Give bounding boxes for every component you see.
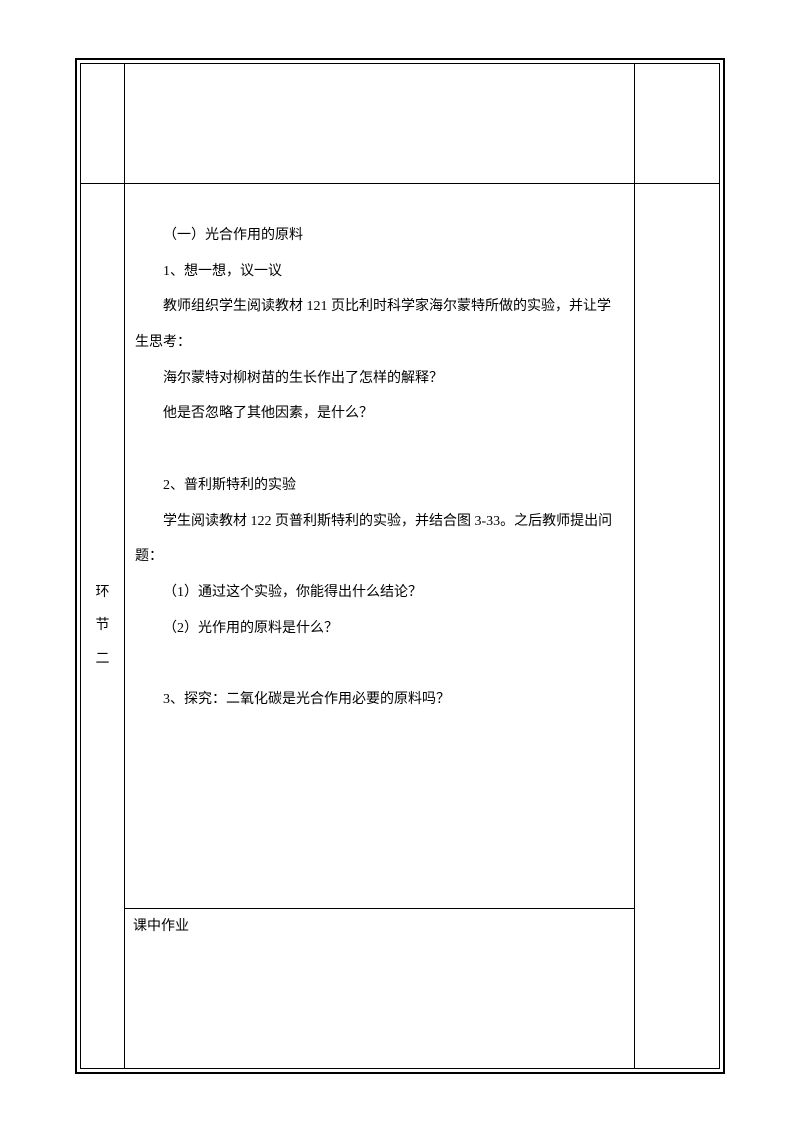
- top-row: [81, 64, 719, 184]
- content-area: （一）光合作用的原料 1、想一想，议一议 教师组织学生阅读教材 121 页比利时…: [125, 184, 634, 908]
- homework-cell: 课中作业: [125, 908, 634, 1068]
- section1-q1: 海尔蒙特对柳树苗的生长作出了怎样的解释？: [135, 361, 624, 397]
- top-left-cell: [81, 64, 125, 183]
- main-row: 环 节 二 （一）光合作用的原料 1、想一想，议一议 教师组织学生阅读教材 12…: [81, 184, 719, 1068]
- page: 环 节 二 （一）光合作用的原料 1、想一想，议一议 教师组织学生阅读教材 12…: [0, 0, 800, 1132]
- section2-p2: 学生阅读教材 122 页普利斯特利的实验，并结合图 3-33。之后教师提出问题：: [135, 504, 624, 575]
- stage-label-cell: 环 节 二: [81, 184, 125, 1068]
- section2-q1: （1）通过这个实验，你能得出什么结论？: [135, 575, 624, 611]
- section1-title: （一）光合作用的原料: [135, 218, 624, 254]
- stage-char-3: 二: [96, 643, 110, 677]
- homework-label: 课中作业: [133, 919, 189, 934]
- main-mid-cell: （一）光合作用的原料 1、想一想，议一议 教师组织学生阅读教材 121 页比利时…: [125, 184, 635, 1068]
- section1-p1: 1、想一想，议一议: [135, 254, 624, 290]
- outer-frame: 环 节 二 （一）光合作用的原料 1、想一想，议一议 教师组织学生阅读教材 12…: [75, 58, 725, 1074]
- main-right-cell: [635, 184, 719, 1068]
- blank-line-2: [135, 646, 624, 682]
- section1-p2: 教师组织学生阅读教材 121 页比利时科学家海尔蒙特所做的实验，并让学生思考：: [135, 289, 624, 360]
- top-mid-cell: [125, 64, 635, 183]
- stage-char-2: 节: [96, 609, 110, 643]
- blank-line-1: [135, 432, 624, 468]
- section3-p1: 3、探究：二氧化碳是光合作用必要的原料吗？: [135, 682, 624, 718]
- inner-frame: 环 节 二 （一）光合作用的原料 1、想一想，议一议 教师组织学生阅读教材 12…: [80, 63, 720, 1069]
- section2-q2: （2）光作用的原料是什么？: [135, 611, 624, 647]
- top-right-cell: [635, 64, 719, 183]
- section2-p1: 2、普利斯特利的实验: [135, 468, 624, 504]
- stage-char-1: 环: [96, 576, 110, 610]
- section1-q2: 他是否忽略了其他因素，是什么？: [135, 396, 624, 432]
